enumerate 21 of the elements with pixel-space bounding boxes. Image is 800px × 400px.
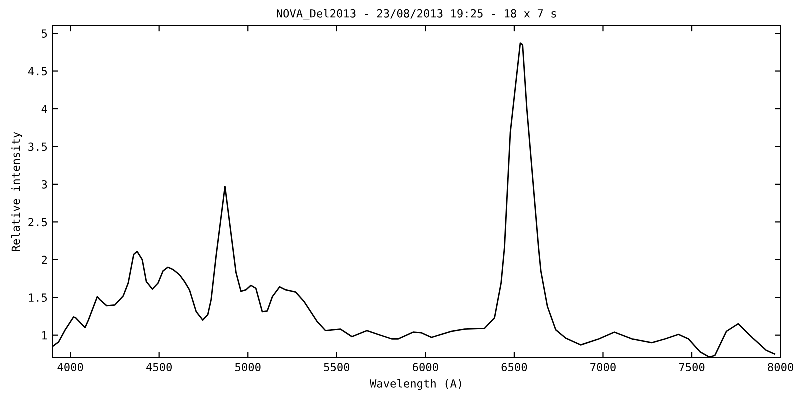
x-tick-label: 7000: [590, 363, 616, 372]
y-tick-label: 1: [42, 332, 48, 340]
x-tick-label: 5000: [236, 363, 261, 372]
x-tick-label: 6500: [502, 363, 528, 372]
y-tick-label: 3: [42, 180, 48, 189]
x-tick-label: 4000: [58, 363, 84, 372]
y-tick-label: 5: [42, 30, 48, 38]
x-tick-label: 4500: [146, 363, 172, 372]
x-tick-label: 6000: [413, 363, 438, 372]
chart-title: NOVA_Del2013 - 23/08/2013 19:25 - 18 x 7 s: [277, 9, 556, 20]
y-tick-label: 4.5: [28, 67, 48, 76]
y-tick-label: 2: [42, 256, 47, 264]
y-tick-label: 4: [42, 105, 48, 114]
x-tick-label: 5500: [324, 363, 350, 372]
y-tick-label: 3.5: [28, 142, 48, 152]
y-tick-label: 2.5: [28, 218, 48, 227]
y-tick-label: 1.5: [29, 294, 48, 302]
x-tick-label: 7500: [679, 363, 705, 372]
x-axis-title: Wavelength (A): [370, 379, 462, 390]
y-axis-title: Relative intensity: [12, 132, 22, 252]
x-tick-label: 8000: [768, 363, 794, 372]
